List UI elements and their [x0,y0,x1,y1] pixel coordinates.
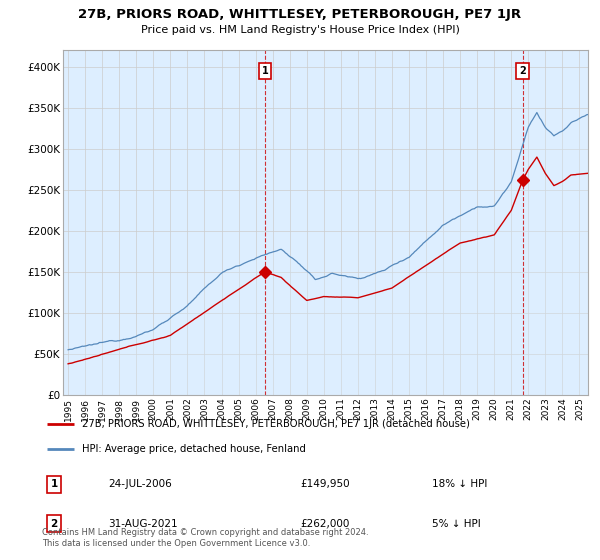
Text: 27B, PRIORS ROAD, WHITTLESEY, PETERBOROUGH, PE7 1JR: 27B, PRIORS ROAD, WHITTLESEY, PETERBOROU… [79,8,521,21]
Text: 5% ↓ HPI: 5% ↓ HPI [432,519,481,529]
Text: £149,950: £149,950 [300,479,350,489]
Text: 1: 1 [262,66,269,76]
Text: 2: 2 [520,66,526,76]
Text: HPI: Average price, detached house, Fenland: HPI: Average price, detached house, Fenl… [82,444,305,454]
Text: 27B, PRIORS ROAD, WHITTLESEY, PETERBOROUGH, PE7 1JR (detached house): 27B, PRIORS ROAD, WHITTLESEY, PETERBOROU… [82,419,469,429]
Text: 31-AUG-2021: 31-AUG-2021 [108,519,178,529]
Text: 18% ↓ HPI: 18% ↓ HPI [432,479,487,489]
Text: 1: 1 [50,479,58,489]
Text: Price paid vs. HM Land Registry's House Price Index (HPI): Price paid vs. HM Land Registry's House … [140,25,460,35]
Text: £262,000: £262,000 [300,519,349,529]
Text: Contains HM Land Registry data © Crown copyright and database right 2024.
This d: Contains HM Land Registry data © Crown c… [42,528,368,548]
Text: 24-JUL-2006: 24-JUL-2006 [108,479,172,489]
Text: 2: 2 [50,519,58,529]
